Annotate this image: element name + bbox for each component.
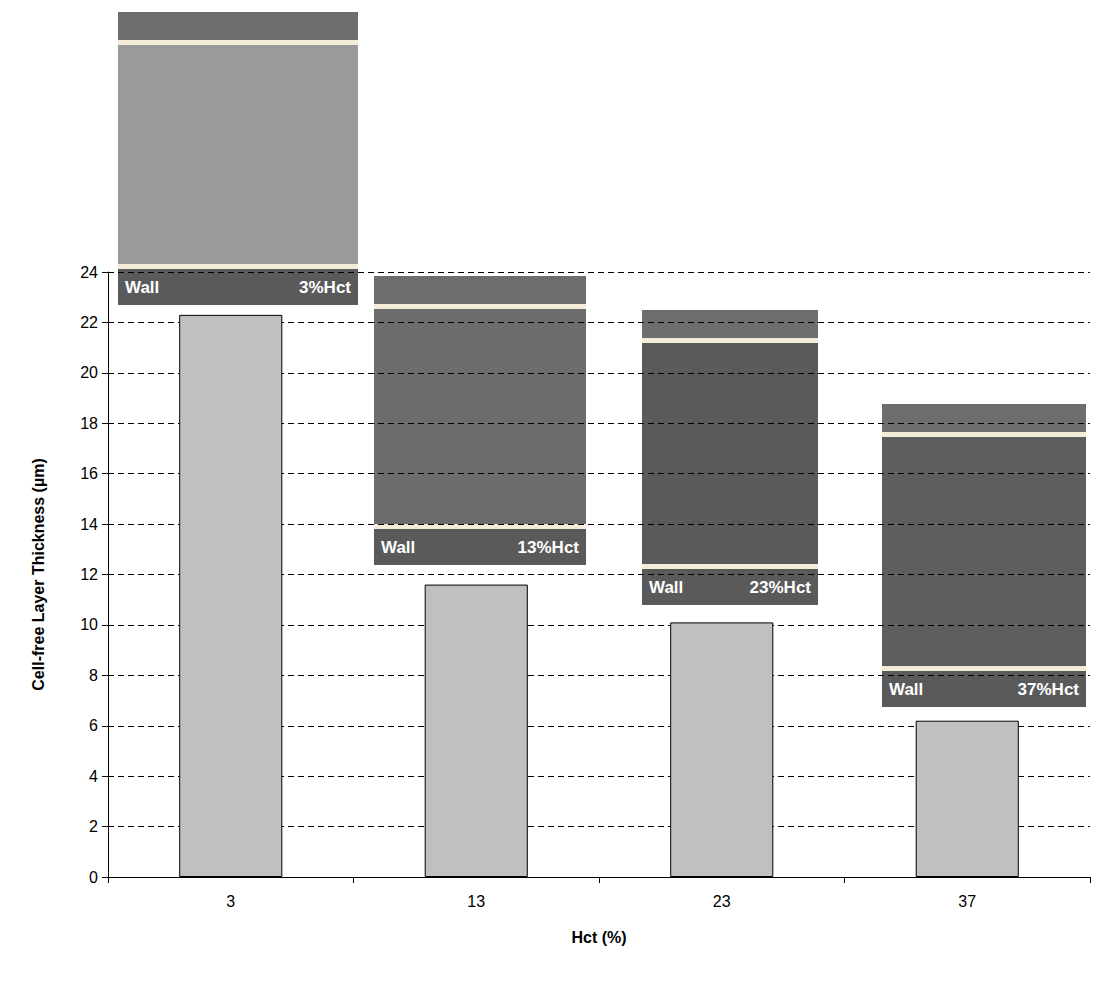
svg-text:22: 22 [80, 314, 98, 331]
svg-text:24: 24 [80, 264, 98, 281]
svg-text:18: 18 [80, 415, 98, 432]
svg-text:Wall: Wall [125, 278, 159, 297]
svg-text:Cell-free Layer Thickness (µm): Cell-free Layer Thickness (µm) [30, 458, 47, 690]
svg-text:23%Hct: 23%Hct [750, 578, 812, 597]
svg-text:2: 2 [89, 818, 98, 835]
svg-text:13%Hct: 13%Hct [518, 538, 580, 557]
svg-text:37: 37 [958, 893, 976, 910]
svg-text:6: 6 [89, 717, 98, 734]
svg-text:0: 0 [89, 869, 98, 886]
svg-text:3%Hct: 3%Hct [299, 278, 351, 297]
svg-text:12: 12 [80, 566, 98, 583]
svg-text:Wall: Wall [381, 538, 415, 557]
svg-text:20: 20 [80, 364, 98, 381]
svg-text:10: 10 [80, 616, 98, 633]
svg-text:Hct (%): Hct (%) [571, 929, 626, 946]
svg-text:8: 8 [89, 667, 98, 684]
svg-text:37%Hct: 37%Hct [1018, 680, 1080, 699]
svg-text:Wall: Wall [889, 680, 923, 699]
svg-text:4: 4 [89, 768, 98, 785]
svg-text:16: 16 [80, 465, 98, 482]
svg-text:Wall: Wall [649, 578, 683, 597]
svg-text:14: 14 [80, 516, 98, 533]
svg-text:13: 13 [467, 893, 485, 910]
svg-text:23: 23 [713, 893, 731, 910]
svg-text:3: 3 [226, 893, 235, 910]
